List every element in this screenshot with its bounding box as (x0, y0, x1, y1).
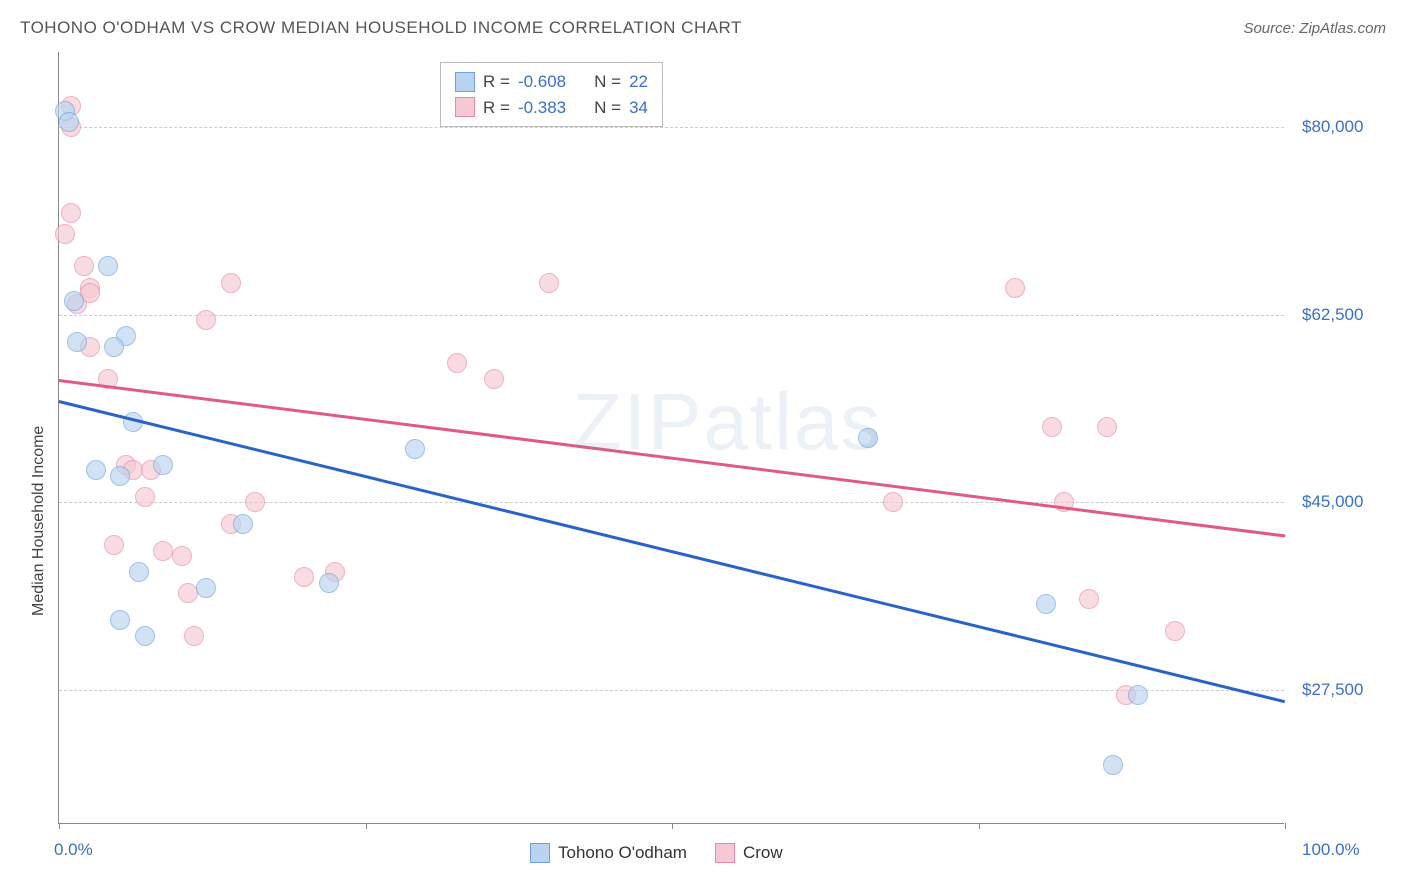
correlation-legend: R = -0.608 N = 22 R = -0.383 N = 34 (440, 62, 663, 127)
n-value: 34 (629, 95, 648, 121)
data-point (104, 337, 124, 357)
data-point (74, 256, 94, 276)
y-tick-label: $80,000 (1302, 117, 1363, 137)
series-legend: Tohono O'odham Crow (530, 843, 783, 863)
legend-swatch (455, 72, 475, 92)
gridline (59, 127, 1284, 128)
data-point (196, 310, 216, 330)
x-min-label: 0.0% (54, 840, 93, 860)
data-point (1005, 278, 1025, 298)
trend-line (59, 401, 1286, 704)
data-point (135, 487, 155, 507)
data-point (1079, 589, 1099, 609)
series-legend-item: Tohono O'odham (530, 843, 687, 863)
data-point (1042, 417, 1062, 437)
r-label: R = (483, 69, 510, 95)
n-label: N = (594, 95, 621, 121)
source-label: Source: ZipAtlas.com (1243, 20, 1386, 37)
data-point (104, 535, 124, 555)
n-value: 22 (629, 69, 648, 95)
data-point (858, 428, 878, 448)
data-point (153, 541, 173, 561)
x-tick (1285, 823, 1286, 829)
data-point (110, 610, 130, 630)
gridline (59, 502, 1284, 503)
data-point (294, 567, 314, 587)
data-point (245, 492, 265, 512)
data-point (110, 466, 130, 486)
series-name: Crow (743, 843, 783, 863)
data-point (153, 455, 173, 475)
data-point (196, 578, 216, 598)
data-point (1165, 621, 1185, 641)
r-label: R = (483, 95, 510, 121)
data-point (135, 626, 155, 646)
data-point (172, 546, 192, 566)
x-tick (979, 823, 980, 829)
x-tick (59, 823, 60, 829)
r-value: -0.608 (518, 69, 566, 95)
legend-swatch (715, 843, 735, 863)
scatter-plot (58, 52, 1284, 824)
r-value: -0.383 (518, 95, 566, 121)
data-point (86, 460, 106, 480)
data-point (1097, 417, 1117, 437)
data-point (1036, 594, 1056, 614)
data-point (883, 492, 903, 512)
data-point (405, 439, 425, 459)
data-point (1128, 685, 1148, 705)
x-max-label: 100.0% (1302, 840, 1360, 860)
gridline (59, 690, 1284, 691)
data-point (1103, 755, 1123, 775)
x-tick (672, 823, 673, 829)
data-point (221, 273, 241, 293)
data-point (233, 514, 253, 534)
series-name: Tohono O'odham (558, 843, 687, 863)
data-point (539, 273, 559, 293)
legend-row: R = -0.608 N = 22 (455, 69, 648, 95)
data-point (129, 562, 149, 582)
chart-header: TOHONO O'ODHAM VS CROW MEDIAN HOUSEHOLD … (20, 18, 1386, 38)
legend-swatch (530, 843, 550, 863)
data-point (67, 332, 87, 352)
data-point (55, 224, 75, 244)
legend-row: R = -0.383 N = 34 (455, 95, 648, 121)
x-tick (366, 823, 367, 829)
data-point (319, 573, 339, 593)
y-axis-label: Median Household Income (30, 425, 48, 615)
gridline (59, 315, 1284, 316)
y-tick-label: $45,000 (1302, 492, 1363, 512)
data-point (447, 353, 467, 373)
legend-swatch (455, 97, 475, 117)
y-tick-label: $62,500 (1302, 305, 1363, 325)
n-label: N = (594, 69, 621, 95)
chart-title: TOHONO O'ODHAM VS CROW MEDIAN HOUSEHOLD … (20, 18, 742, 38)
data-point (184, 626, 204, 646)
data-point (484, 369, 504, 389)
y-tick-label: $27,500 (1302, 680, 1363, 700)
data-point (64, 291, 84, 311)
data-point (61, 203, 81, 223)
series-legend-item: Crow (715, 843, 783, 863)
data-point (59, 112, 79, 132)
data-point (98, 256, 118, 276)
data-point (178, 583, 198, 603)
